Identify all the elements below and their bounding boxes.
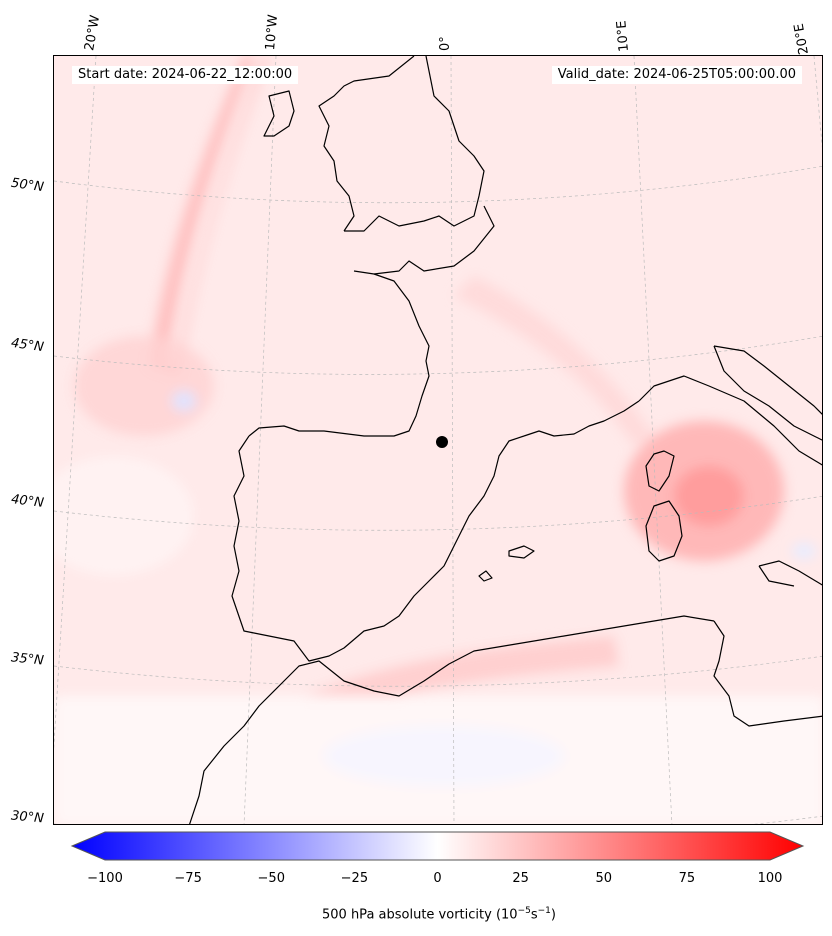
colorbar-tick-label: −75 [174,871,202,886]
lat-label-45n: 45°N [10,335,45,356]
gulf-of-lion-coastline [523,400,640,437]
lon-label-0: 0° [438,36,453,51]
colorbar-title-exp1: −5 [517,906,531,916]
map-panel [53,55,823,825]
lat-label-30n: 30°N [10,808,45,827]
location-marker [436,436,448,448]
colorbar-title-exp2: −1 [537,906,551,916]
lon-label-10e: 10°E [614,19,632,53]
atlantic-pale-shading [54,456,194,576]
coastlines [189,56,822,824]
colorbar-title-mid: s [530,907,538,923]
parallel-35n [54,655,822,687]
france-coastline [248,270,430,437]
britain-coastline [318,56,485,232]
parallel-50n [54,165,822,204]
colorbar-tick-label: −50 [257,871,285,886]
colorbar-tick-label: −25 [340,871,369,886]
tunisia-coastline [713,620,822,727]
colorbar-bar [70,831,805,861]
meridian-20w [54,56,97,750]
colorbar [70,831,805,861]
vorticity-field-shading [54,56,822,824]
tyrrhenian-vortex-core [674,466,744,526]
north-africa-coastline [189,615,715,824]
graticule [54,56,822,824]
adriatic-coastline [713,345,822,415]
colorbar-title-suffix: ) [550,907,556,923]
lon-label-20w: 20°W [82,14,104,53]
colorbar-tick-label: 25 [512,871,529,886]
colorbar-title-prefix: 500 hPa absolute vorticity (10 [322,907,518,923]
iberia-coastline [231,435,525,662]
parallel-40n [54,495,822,531]
lat-label-50n: 50°N [10,175,45,196]
east-negative-shading [792,543,816,559]
meridian-10e [633,56,673,824]
mediterranean-band-shading [304,636,619,721]
italy-east-coastline [713,345,822,441]
colorbar-tick-label: −100 [87,871,123,886]
colorbar-title: 500 hPa absolute vorticity (10−5s−1) [0,906,832,922]
saharan-negative-shading [324,726,564,786]
north-france-coastline [373,205,495,275]
valid-date-label: Valid_date: 2024-06-25T05:00:00.00 [551,66,802,84]
colorbar-tick-label: 0 [433,871,442,886]
ireland-coastline [263,90,295,137]
lat-label-35n: 35°N [10,650,45,669]
biscay-band-shading [454,276,654,446]
italy-west-coastline [638,375,822,466]
lat-label-40n: 40°N [10,492,45,511]
sardinia-coastline [645,500,683,562]
jet-streak-core [169,56,263,363]
colorbar-tick-label: 75 [678,871,696,886]
corsica-coastline [645,450,675,492]
weak-negative-shading [172,391,196,411]
meridian-0 [450,56,455,824]
colorbar-tick-label: 50 [595,871,613,886]
sicily-coastline [758,560,822,587]
lon-label-10w: 10°W [263,13,282,51]
meridian-10w [243,56,277,824]
atlantic-anomaly-shading [74,336,214,436]
map-canvas [54,56,822,824]
parallel-45n [54,335,822,375]
colorbar-tick-label: 100 [757,871,783,886]
start-date-label: Start date: 2024-06-22_12:00:00 [72,66,299,84]
lon-label-20e: 20°E [791,22,812,56]
balearic-coastline [478,545,535,582]
